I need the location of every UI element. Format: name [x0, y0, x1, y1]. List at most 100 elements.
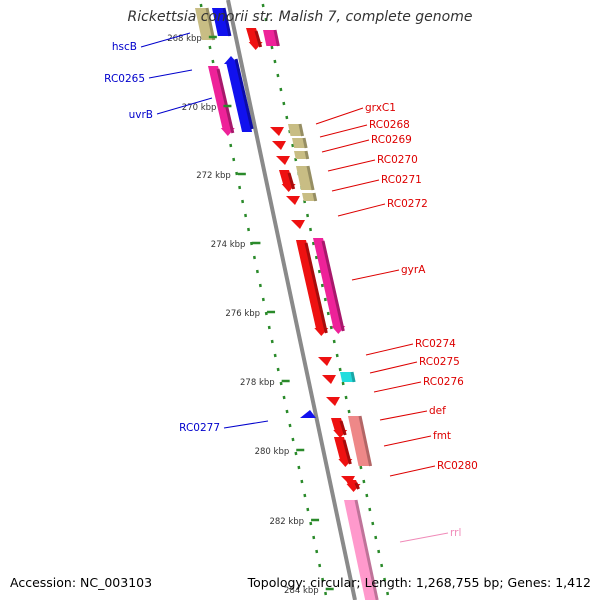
track-dot — [294, 157, 298, 162]
cds-RC0275 — [340, 371, 356, 383]
right-label: RC0271 — [381, 174, 422, 186]
track-dot — [317, 269, 321, 274]
track-dot — [383, 577, 387, 582]
track-dot — [341, 381, 345, 386]
cds-RC0274 — [318, 357, 332, 366]
track-dot — [323, 297, 327, 302]
track-dot — [279, 381, 283, 386]
track-dot — [276, 367, 280, 372]
left-label: uvrB — [129, 109, 153, 121]
track-dot — [318, 563, 322, 568]
track-dot — [306, 507, 310, 512]
cds-RC0270a — [276, 156, 290, 165]
track-dot — [303, 493, 307, 498]
track-dot — [380, 563, 384, 568]
right-label: RC0272 — [387, 198, 428, 210]
left-leader-line — [223, 420, 269, 429]
cds-uvrB — [224, 56, 254, 132]
track-dot — [344, 395, 348, 400]
cds-RC0275a — [322, 375, 336, 384]
track-dot — [332, 339, 336, 344]
tick-label: 280 kbp — [255, 447, 290, 457]
track-dot — [329, 325, 333, 330]
track-dot — [338, 367, 342, 372]
right-label: RC0274 — [415, 338, 456, 350]
right-leader-line — [389, 465, 436, 477]
track-dot — [235, 171, 239, 176]
right-label: RC0275 — [419, 356, 460, 368]
track-dot — [311, 241, 315, 246]
right-leader-line — [373, 381, 422, 393]
track-dot — [312, 535, 316, 540]
tick-label: 274 kbp — [211, 240, 246, 250]
track-dot — [285, 409, 289, 414]
track-dot — [276, 73, 280, 78]
track-dot — [211, 59, 215, 64]
track-dot — [238, 185, 242, 190]
cds-RC0272a — [286, 196, 300, 205]
track-dot — [300, 479, 304, 484]
track-dot — [291, 143, 295, 148]
track-dot — [261, 3, 265, 8]
track-dot — [309, 227, 313, 232]
right-labels: grxC1 RC0268 RC0269 RC0270 RC0271 RC0272 gyrA R… — [315, 102, 478, 543]
cds-khaki-top — [195, 7, 216, 41]
track-dot — [326, 311, 330, 316]
cds-fmt-red — [334, 437, 353, 467]
cds-fmt — [348, 415, 373, 467]
cds-def — [331, 418, 348, 438]
track-dot — [314, 255, 318, 260]
right-leader-line — [369, 361, 418, 374]
right-leader-line — [351, 269, 400, 281]
track-dot — [252, 255, 256, 260]
track-dot — [324, 591, 328, 596]
right-leader-line — [321, 139, 370, 153]
track-dot — [282, 395, 286, 400]
left-label: hscB — [112, 41, 137, 53]
track-dot — [320, 283, 324, 288]
tick-label: 278 kbp — [240, 378, 275, 388]
track-dot — [288, 423, 292, 428]
track-dot — [282, 101, 286, 106]
cds-gyrA-red — [296, 240, 329, 336]
right-label: fmt — [433, 430, 451, 442]
track-dot — [321, 577, 325, 582]
cds-RC0269 — [272, 141, 286, 150]
tick-label: 282 kbp — [269, 517, 304, 527]
right-leader-line — [399, 532, 449, 543]
ruler: 268 kbp 270 kbp 272 kbp 274 kbp 276 kbp 278 k… — [167, 34, 334, 596]
right-label: RC0270 — [377, 154, 418, 166]
track-dot — [315, 549, 319, 554]
cds-pink-top — [263, 29, 280, 47]
accession-text: Accession: NC_003103 — [10, 575, 153, 590]
right-label: RC0269 — [371, 134, 412, 146]
cds-khaki-c — [294, 150, 310, 160]
track-dot — [199, 3, 203, 8]
track-dot — [270, 45, 274, 50]
track-dot — [244, 213, 248, 218]
track-dot — [249, 241, 253, 246]
right-label: def — [429, 405, 446, 417]
cds-khaki-b — [292, 137, 308, 149]
right-leader-line — [319, 124, 368, 138]
track-dot — [335, 353, 339, 358]
right-leader-line — [315, 107, 364, 125]
track-dot — [279, 87, 283, 92]
left-leader-line — [140, 32, 191, 48]
left-labels: hscB RC0265 uvrB RC0277 — [104, 32, 269, 434]
track-dot — [377, 549, 381, 554]
right-leader-line — [337, 203, 386, 217]
topology-text: Topology: circular; Length: 1,268,755 bp… — [247, 575, 591, 590]
track-dot — [306, 213, 310, 218]
track-dot — [365, 493, 369, 498]
track-dot — [291, 437, 295, 442]
cds-RC0268 — [288, 123, 305, 137]
track-dot — [362, 479, 366, 484]
track-dot — [208, 45, 212, 50]
track-dot — [247, 227, 251, 232]
right-leader-line — [327, 159, 376, 172]
track-dot — [368, 507, 372, 512]
cds-RC0280 — [346, 480, 361, 492]
